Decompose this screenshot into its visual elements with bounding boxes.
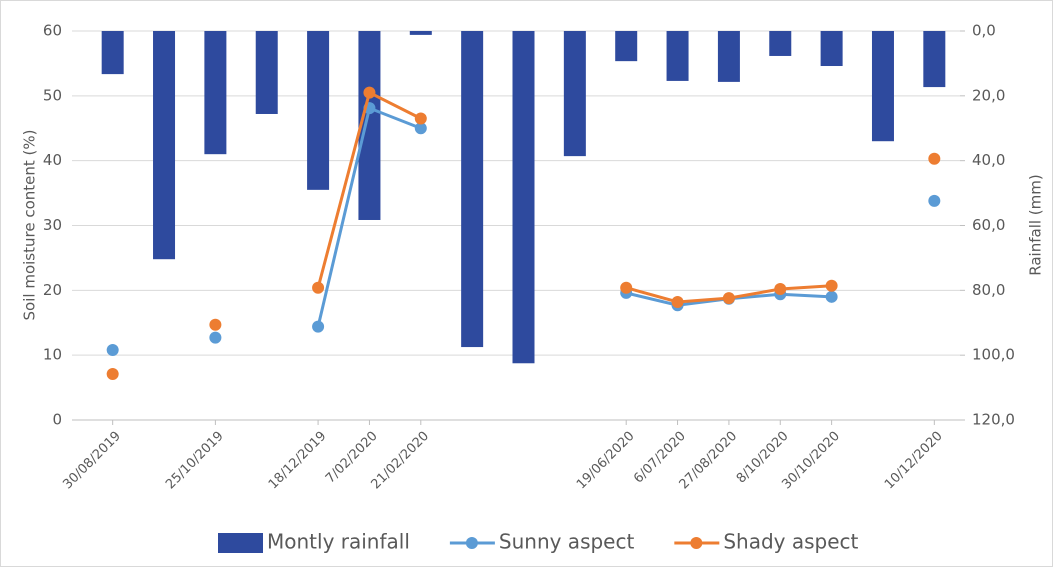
point [825,290,838,303]
point [928,194,941,207]
y-tick-label: 30 [43,216,62,234]
point [722,292,735,305]
y2-axis-title: Rainfall (mm) [1027,174,1045,275]
bar [307,31,330,190]
point [774,283,787,296]
legend-label: Sunny aspect [499,530,635,554]
bar [615,31,638,62]
legend-swatch [218,533,263,553]
y-tick-label: 10 [43,346,62,364]
bar [820,31,843,67]
bar [923,31,946,88]
legend-label: Montly rainfall [267,530,410,554]
bar [769,31,792,56]
point [209,318,222,331]
bar [204,31,227,155]
legend-label: Shady aspect [723,530,858,554]
bar [563,31,586,157]
y2-tick-label: 100,0 [972,346,1015,364]
y2-tick-label: 80,0 [972,281,1005,299]
point [825,279,838,292]
bar [871,31,894,142]
point [414,112,427,125]
point [106,367,119,380]
point [363,86,376,99]
point [928,152,941,165]
legend: Montly rainfall Sunny aspect Shady aspect [218,530,859,554]
y-tick-label: 50 [43,86,62,104]
bar [409,31,432,35]
y-tick-label: 0 [52,411,62,429]
point [671,296,684,309]
y-tick-label: 60 [43,22,62,40]
bar [461,31,484,348]
bar [666,31,689,81]
y-tick-label: 40 [43,151,62,169]
y-axis-title: Soil moisture content (%) [21,130,39,321]
bar [717,31,740,82]
point [106,343,119,356]
bar [255,31,278,114]
y-tick-label: 20 [43,281,62,299]
bar [101,31,124,75]
legend-swatch [465,537,478,549]
y2-tick-label: 0,0 [972,22,996,40]
y2-tick-label: 120,0 [972,411,1015,429]
point [312,281,325,294]
bar [358,31,381,220]
point [312,320,325,333]
point [414,122,427,135]
bar [512,31,535,364]
y2-tick-label: 40,0 [972,151,1005,169]
point [620,281,633,294]
point [209,331,222,344]
bar [153,31,176,260]
legend-swatch [690,537,703,549]
y2-tick-label: 20,0 [972,86,1005,104]
y2-tick-label: 60,0 [972,216,1005,234]
